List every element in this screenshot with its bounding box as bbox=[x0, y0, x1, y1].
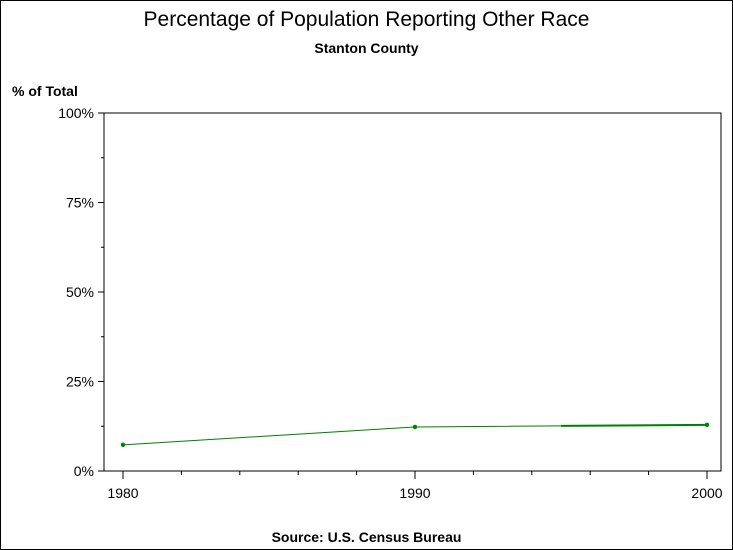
data-point bbox=[704, 422, 710, 428]
series-line-emphasis bbox=[560, 423, 708, 427]
data-point bbox=[412, 424, 418, 430]
y-tick-label: 0% bbox=[74, 463, 94, 479]
y-tick-label: 75% bbox=[66, 195, 94, 211]
x-tick-label: 2000 bbox=[691, 485, 722, 501]
y-tick-label: 25% bbox=[66, 374, 94, 390]
x-tick-label: 1980 bbox=[107, 485, 138, 501]
chart-subtitle: Stanton County bbox=[314, 40, 419, 56]
y-tick-label: 50% bbox=[66, 284, 94, 300]
y-axis: 0% 25% 50% 75% 100% bbox=[58, 105, 104, 479]
chart-title: Percentage of Population Reporting Other… bbox=[143, 8, 590, 31]
plot-area bbox=[103, 112, 722, 472]
x-tick-label: 1990 bbox=[399, 485, 430, 501]
source-note: Source: U.S. Census Bureau bbox=[271, 529, 462, 545]
series-layer bbox=[120, 422, 710, 448]
x-axis: 1980 1990 2000 bbox=[107, 471, 723, 501]
y-tick-label: 100% bbox=[58, 105, 94, 121]
data-point bbox=[120, 442, 126, 448]
y-axis-label: % of Total bbox=[12, 83, 78, 99]
